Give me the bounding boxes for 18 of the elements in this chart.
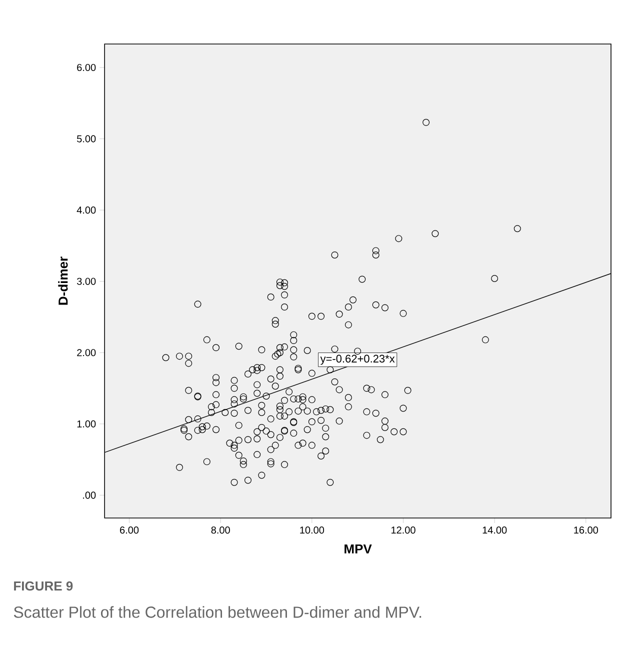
y-tick-label: .00 bbox=[83, 492, 96, 499]
y-axis-title: D-dimer bbox=[58, 256, 68, 305]
y-tick-label: 6.00 bbox=[77, 64, 96, 72]
x-tick-label: 14.00 bbox=[482, 526, 507, 534]
x-tick-label: 16.00 bbox=[574, 526, 598, 534]
x-tick-label: 8.00 bbox=[211, 526, 230, 534]
y-tick-label: 2.00 bbox=[77, 349, 96, 356]
caption: FIGURE 9 bbox=[14, 581, 73, 591]
x-tick-label: 10.00 bbox=[300, 526, 324, 534]
x-tick-label: 12.00 bbox=[391, 526, 416, 534]
y-tick-label: 3.00 bbox=[76, 278, 96, 285]
y-tick-label: 1.00 bbox=[77, 420, 96, 428]
y-tick-label: 5.00 bbox=[77, 135, 96, 142]
annotation: y=-0.62+0.23*x bbox=[320, 354, 395, 365]
x-axis-title: MPV bbox=[344, 544, 372, 554]
text: Scatter Plot of the Correlation between D-dimer and MPV. bbox=[14, 606, 422, 618]
x-tick-label: 6.00 bbox=[120, 526, 139, 534]
y-tick-label: 4.00 bbox=[76, 206, 96, 214]
